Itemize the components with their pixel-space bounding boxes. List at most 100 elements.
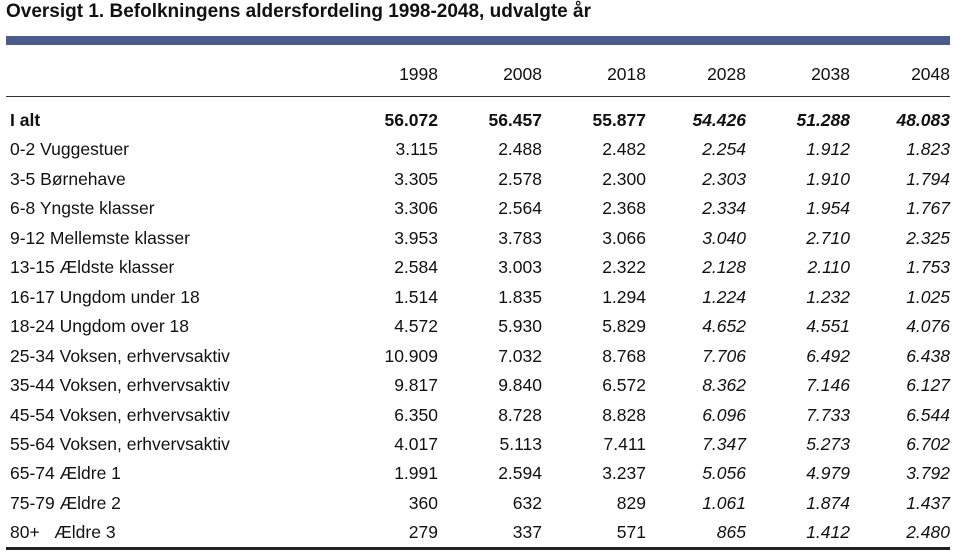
table-cell: 5.930 <box>498 316 542 337</box>
table-row: 55-64 Voksen, erhvervsaktiv 4.017 5.113 7.4… <box>6 430 950 459</box>
table-row: 65-74 Ældre 1 1.991 2.594 3.237 5.056 4.979 3.… <box>6 459 950 488</box>
row-label: 75-79 Ældre 2 <box>10 492 121 513</box>
table-row: 25-34 Voksen, erhvervsaktiv 10.909 7.032 8.… <box>6 342 950 371</box>
bottom-rule <box>6 547 950 550</box>
row-label: 9-12 Mellemste klasser <box>10 227 190 248</box>
table-cell: 2.488 <box>498 139 542 160</box>
table-cell: 829 <box>616 492 646 513</box>
table-cell: 1.294 <box>602 286 646 307</box>
row-label: I alt <box>10 110 41 130</box>
header-rule <box>6 96 950 97</box>
row-label: 13-15 Ældste klasser <box>10 257 175 278</box>
table-cell: 6.127 <box>906 375 950 396</box>
table-cell: 7.706 <box>702 345 746 366</box>
table-cell: 7.411 <box>603 433 647 454</box>
table-cell: 1.823 <box>906 139 950 160</box>
table-cell: 3.237 <box>602 463 646 484</box>
table-cell: 1.991 <box>394 463 438 484</box>
table-cell: 8.768 <box>602 345 646 366</box>
table-cell: 337 <box>512 522 542 543</box>
column-header: 1998 <box>399 64 438 84</box>
table-cell: 3.783 <box>498 227 542 248</box>
table-row: 18-24 Ungdom over 18 4.572 5.930 5.829 4.652… <box>6 312 950 341</box>
table-cell: 1.954 <box>806 198 850 219</box>
table-cell: 6.096 <box>702 404 746 425</box>
table-cell: 48.083 <box>896 110 950 130</box>
table-cell: 1.794 <box>906 168 950 189</box>
table-cell: 3.066 <box>602 227 646 248</box>
column-header: 2038 <box>811 64 850 84</box>
table-cell: 6.572 <box>602 375 646 396</box>
row-label: 35-44 Voksen, erhvervsaktiv <box>10 375 230 396</box>
table-cell: 1.437 <box>906 492 950 513</box>
table-cell: 3.003 <box>498 257 542 278</box>
table-cell: 5.273 <box>806 433 850 454</box>
table-row: 13-15 Ældste klasser 2.584 3.003 2.322 2.128… <box>6 253 950 282</box>
table-cell: 2.578 <box>498 168 542 189</box>
table-cell: 279 <box>408 522 438 543</box>
table-cell: 2.368 <box>602 198 646 219</box>
table-row: 3-5 Børnehave 3.305 2.578 2.300 2.303 1.910 1.… <box>6 165 950 194</box>
table-cell: 7.032 <box>498 345 542 366</box>
table-cell: 3.306 <box>394 198 438 219</box>
row-label: 6-8 Yngste klasser <box>10 198 155 219</box>
table-cell: 1.835 <box>498 286 542 307</box>
table-row: 0-2 Vuggestuer 3.115 2.488 2.482 2.254 1.912 1… <box>6 135 950 164</box>
table-cell: 3.040 <box>702 227 746 248</box>
table-cell: 7.146 <box>806 375 850 396</box>
table-row: 6-8 Yngste klasser 3.306 2.564 2.368 2.334 1.… <box>6 194 950 223</box>
table-cell: 56.072 <box>384 110 438 130</box>
table-title: Oversigt 1. Befolkningens aldersfordelin… <box>6 1 591 22</box>
table-cell: 4.652 <box>702 316 746 337</box>
row-label: 45-54 Voksen, erhvervsaktiv <box>10 404 230 425</box>
row-label: 3-5 Børnehave <box>10 168 126 189</box>
table-cell: 1.910 <box>806 168 850 189</box>
column-header: 2018 <box>607 64 646 84</box>
table-cell: 1.061 <box>702 492 746 513</box>
table-cell: 4.979 <box>806 463 850 484</box>
table-cell: 5.113 <box>499 433 543 454</box>
table-cell: 5.056 <box>702 463 746 484</box>
table-cell: 8.362 <box>702 375 746 396</box>
table-row: 45-54 Voksen, erhvervsaktiv 6.350 8.728 8.8… <box>6 401 950 430</box>
table-cell: 2.564 <box>498 198 542 219</box>
row-label: 65-74 Ældre 1 <box>10 463 121 484</box>
table-cell: 632 <box>512 492 542 513</box>
table-cell: 6.544 <box>906 404 950 425</box>
table-row: 35-44 Voksen, erhvervsaktiv 9.817 9.840 6.5… <box>6 371 950 400</box>
table-cell: 4.076 <box>906 316 950 337</box>
table-cell: 9.840 <box>498 375 542 396</box>
table-cell: 2.334 <box>702 198 746 219</box>
table-cell: 6.702 <box>906 433 950 454</box>
table-cell: 865 <box>716 522 746 543</box>
table-cell: 2.303 <box>702 168 746 189</box>
row-label: 25-34 Voksen, erhvervsaktiv <box>10 345 230 366</box>
table-cell: 2.254 <box>702 139 746 160</box>
title-bar-rule <box>6 36 950 45</box>
table-cell: 2.128 <box>702 257 746 278</box>
table-cell: 7.347 <box>702 433 746 454</box>
row-label: 18-24 Ungdom over 18 <box>10 316 189 337</box>
table-cell: 1.753 <box>906 257 950 278</box>
table-cell: 360 <box>408 492 438 513</box>
table-row: 9-12 Mellemste klasser 3.953 3.783 3.066 3.0… <box>6 224 950 253</box>
table-cell: 1.874 <box>806 492 850 513</box>
table-cell: 6.492 <box>806 345 850 366</box>
table-cell: 3.792 <box>906 463 950 484</box>
table-cell: 1.514 <box>394 286 438 307</box>
table-cell: 6.350 <box>394 404 438 425</box>
table-cell: 5.829 <box>602 316 646 337</box>
table-cell: 10.909 <box>384 345 438 366</box>
table-cell: 1.412 <box>806 522 850 543</box>
column-header: 2048 <box>911 64 950 84</box>
table-cell: 3.953 <box>394 227 438 248</box>
table-cell: 55.877 <box>592 110 646 130</box>
table-cell: 9.817 <box>394 375 438 396</box>
table-cell: 56.457 <box>488 110 542 130</box>
table-cell: 2.325 <box>906 227 950 248</box>
table-cell: 2.480 <box>906 522 950 543</box>
table-cell: 1.025 <box>906 286 950 307</box>
table-row: 80+ Ældre 3 279 337 571 865 1.412 2.480 <box>6 518 950 547</box>
table-cell: 4.551 <box>806 316 850 337</box>
table-cell: 1.912 <box>806 139 850 160</box>
